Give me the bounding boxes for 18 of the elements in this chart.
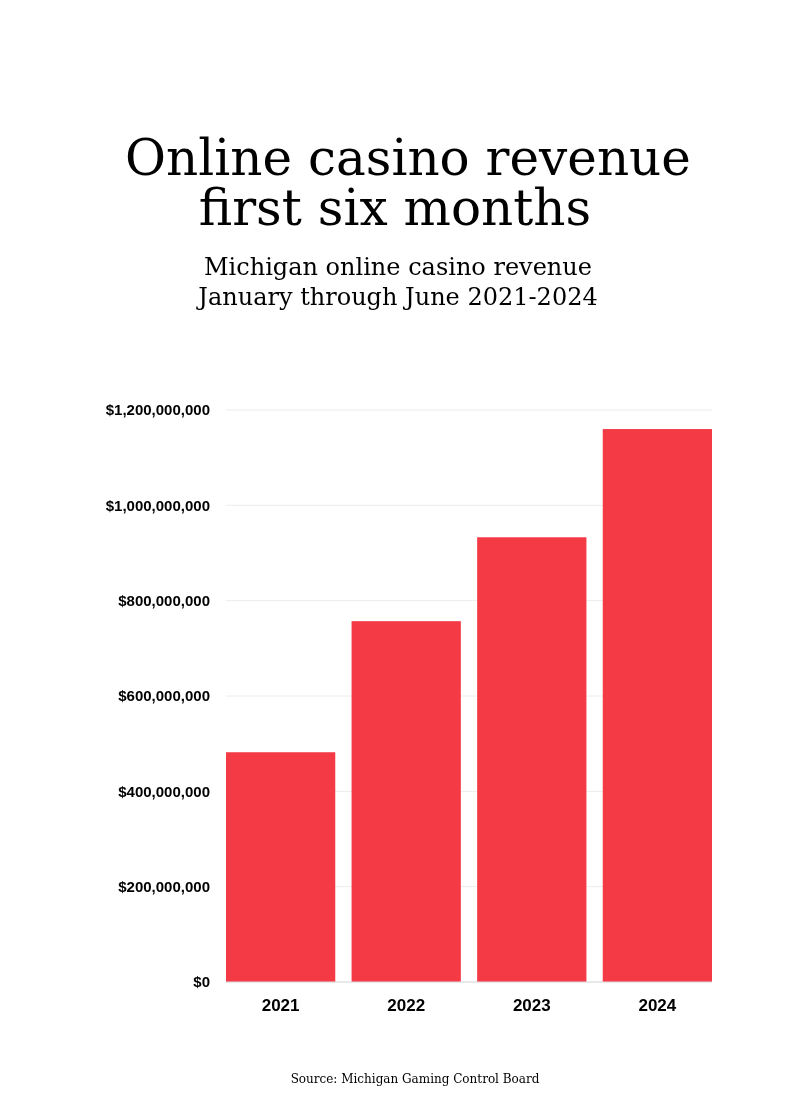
y-tick-label: $0: [193, 973, 210, 991]
source-note: Source: Michigan Gaming Control Board: [290, 1072, 540, 1086]
bar: [351, 621, 461, 982]
bar: [226, 752, 336, 982]
y-tick-label: $1,200,000,000: [105, 401, 210, 419]
chart-title: Online casino revenue first six months: [125, 129, 691, 237]
y-tick-label: $1,000,000,000: [105, 496, 210, 514]
bar: [477, 537, 587, 982]
y-tick-label: $400,000,000: [118, 782, 210, 800]
x-tick-label: 2024: [638, 996, 677, 1015]
x-tick-label: 2021: [261, 996, 300, 1015]
y-tick-label: $600,000,000: [118, 687, 210, 705]
x-tick-label: 2022: [387, 996, 426, 1015]
bar: [602, 429, 712, 982]
y-tick-label: $200,000,000: [118, 877, 210, 895]
x-tick-label: 2023: [512, 996, 551, 1015]
chart-subtitle: Michigan online casino revenue January through June 2021-2024: [195, 253, 598, 311]
y-tick-label: $800,000,000: [118, 591, 210, 609]
